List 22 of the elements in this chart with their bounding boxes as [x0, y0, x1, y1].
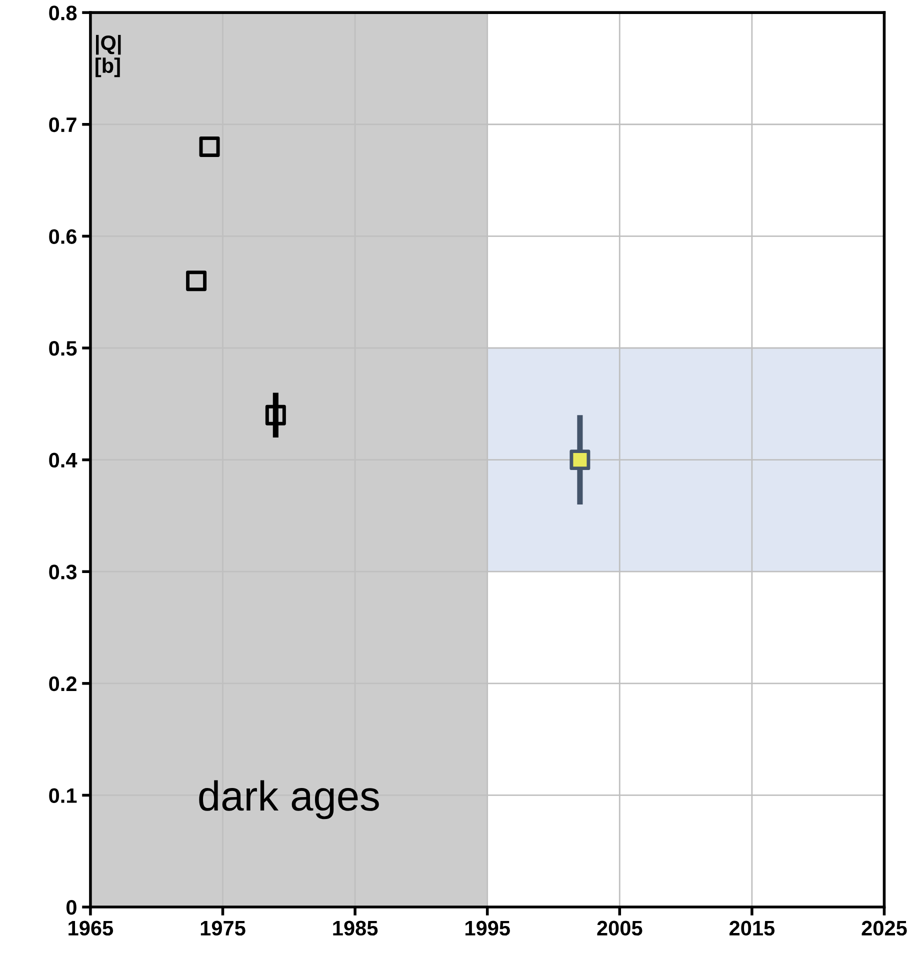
y-tick-label: 0.6: [49, 229, 77, 244]
band-label: dark ages: [199, 780, 379, 820]
y-tick-label: 0.7: [49, 117, 76, 132]
y-tick-label: 0.3: [49, 564, 77, 580]
y-tick-label: 0.4: [49, 452, 78, 468]
x-tick-label: 1995: [465, 920, 510, 936]
x-tick-label: 1965: [68, 920, 114, 936]
x-tick-label: 2015: [729, 920, 775, 936]
x-tick-label: 2025: [862, 920, 907, 936]
point: [186, 270, 207, 292]
y-tick-label: 0.1: [49, 788, 77, 803]
x-tick-label: 2005: [597, 920, 642, 936]
y-tick-label: 0.5: [49, 341, 77, 356]
y-tick-label: 0: [66, 900, 76, 915]
y-axis-title: |Q| [b]: [96, 34, 121, 78]
point: [265, 404, 286, 426]
y-tick-label: 0.2: [49, 676, 76, 692]
x-tick-label: 1975: [200, 920, 246, 936]
point: [570, 450, 590, 470]
point: [199, 136, 220, 157]
x-tick-label: 1985: [333, 920, 378, 936]
y-tick-label: 0.8: [49, 6, 77, 20]
